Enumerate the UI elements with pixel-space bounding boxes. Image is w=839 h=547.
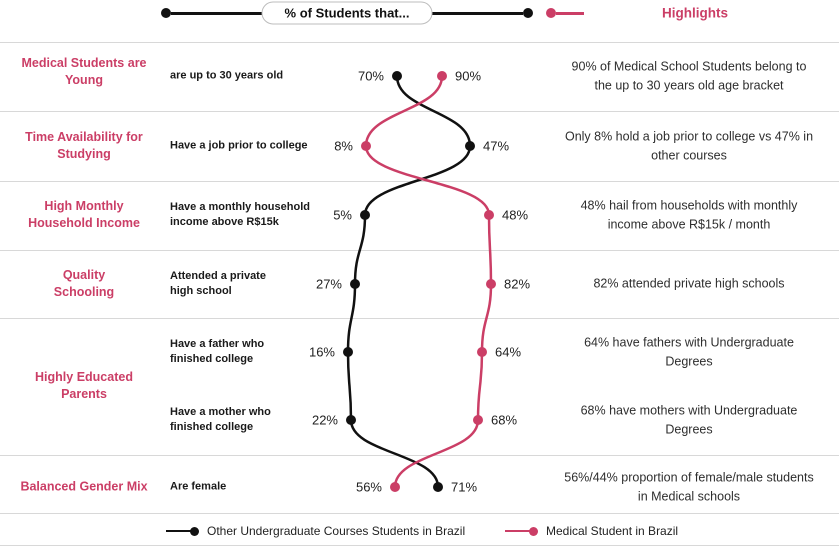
divider [0, 250, 839, 251]
value-label: 5% [333, 208, 352, 223]
value-label: 71% [451, 480, 477, 495]
divider [0, 42, 839, 43]
highlight-text: 82% attended private high schools [593, 276, 785, 291]
axis-line-left-dot-icon [161, 8, 171, 18]
value-label: 64% [495, 345, 521, 360]
legend-item-medical: Medical Student in Brazil [505, 524, 678, 538]
legend-line-icon [166, 529, 191, 533]
metric-description: Have a monthly household income above R$… [170, 201, 310, 228]
highlight-text: 48% hail from households with monthly in… [580, 198, 798, 231]
metric-description: are up to 30 years old [170, 69, 284, 82]
data-point [473, 415, 483, 425]
metric-description: Are female [170, 480, 227, 493]
legend-line-icon [505, 529, 530, 533]
data-point [350, 279, 360, 289]
highlight-text: 56%/44% proportion of female/male studen… [564, 470, 814, 503]
highlights-line-dot-icon [546, 8, 556, 18]
category-label-young: Medical Students are Young [21, 56, 147, 87]
legend-label: Other Undergraduate Courses Students in … [207, 524, 466, 538]
highlight-text: 64% have fathers with Undergraduate Degr… [584, 335, 794, 368]
value-label: 70% [358, 69, 384, 84]
divider [0, 181, 839, 182]
axis-line-right-dot-icon [523, 8, 533, 18]
value-label: 48% [502, 208, 528, 223]
value-label: 90% [455, 69, 481, 84]
metric-description: Have a mother who finished college [170, 406, 271, 433]
divider [0, 545, 839, 546]
highlights-header-line [546, 4, 584, 22]
data-point [343, 347, 353, 357]
value-label: 82% [504, 277, 530, 292]
divider [0, 513, 839, 514]
category-label-time-availability: Time Availability for Studying [25, 130, 143, 161]
category-label-gender-mix: Balanced Gender Mix [20, 479, 148, 494]
divider [0, 318, 839, 319]
metric-description: Have a job prior to college [170, 139, 308, 152]
data-point [437, 71, 447, 81]
data-point [484, 210, 494, 220]
series-line-0 [346, 75, 472, 488]
value-label: 47% [483, 139, 509, 154]
metric-description: Attended a private high school [170, 270, 266, 297]
value-label: 68% [491, 413, 517, 428]
data-point [346, 415, 356, 425]
legend-label: Medical Student in Brazil [546, 524, 679, 538]
category-label-quality-schooling: Quality Schooling [53, 268, 115, 299]
legend-dot-icon [529, 526, 538, 536]
data-point [392, 71, 402, 81]
legend-item-other: Other Undergraduate Courses Students in … [166, 524, 465, 538]
legend-dot-icon [190, 526, 199, 536]
highlight-text: Only 8% hold a job prior to college vs 4… [564, 129, 814, 162]
value-label: 56% [356, 480, 382, 495]
metric-description: Have a father who finished college [170, 338, 265, 365]
series-line-1 [364, 75, 493, 488]
highlight-text: 90% of Medical School Students belong to… [571, 59, 807, 92]
data-point [390, 482, 400, 492]
divider [0, 111, 839, 112]
data-point [433, 482, 443, 492]
divider [0, 455, 839, 456]
value-label: 8% [334, 139, 353, 154]
data-point [361, 141, 371, 151]
highlights-line [556, 11, 584, 15]
axis-title-pill: % of Students that... [261, 1, 433, 25]
data-point [465, 141, 475, 151]
data-point [360, 210, 370, 220]
data-point [477, 347, 487, 357]
highlights-header: Highlights [662, 5, 728, 21]
data-point [486, 279, 496, 289]
category-label-household-income: High Monthly Household Income [28, 199, 140, 230]
highlight-text: 68% have mothers with Undergraduate Degr… [580, 403, 798, 436]
axis-header-line: % of Students that... [161, 1, 533, 25]
category-label-educated-parents: Highly Educated Parents [35, 370, 133, 401]
